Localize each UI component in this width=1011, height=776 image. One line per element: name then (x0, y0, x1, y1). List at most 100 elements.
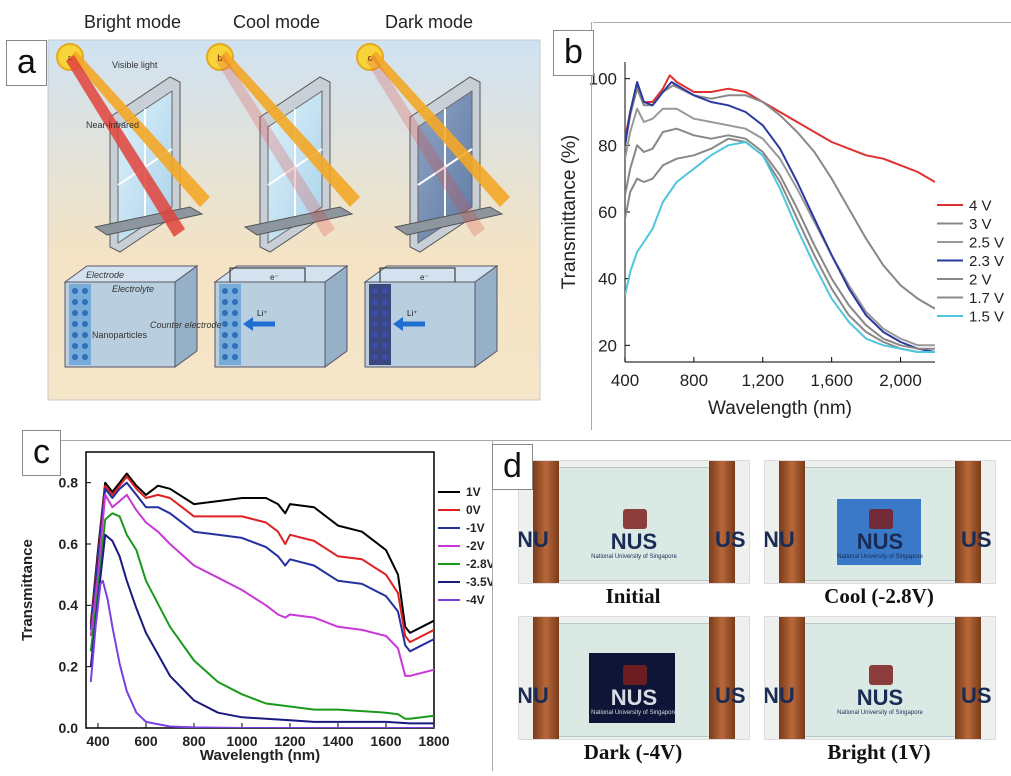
x-tick-label: 1800 (418, 733, 449, 749)
electron-label: e⁻ (420, 273, 429, 282)
legend-label: -1V (466, 521, 485, 535)
logo-subtitle: National University of Singapore (837, 710, 923, 716)
copper-tape-right (955, 617, 981, 739)
ion-label: Li⁺ (407, 309, 417, 318)
legend-label: -3.5V (466, 575, 492, 589)
nanoparticle-dot (222, 310, 228, 316)
callout-near-infrared: Near-infrared (86, 120, 139, 130)
logo-text-right: US (715, 527, 746, 552)
photo-caption: Initial (605, 584, 661, 608)
electrochromic-film (589, 653, 675, 723)
near-infrared-beam (366, 55, 485, 237)
legend-label: 1.5 V (969, 308, 1004, 325)
y-tick-label: 0.4 (59, 597, 79, 613)
nanoparticle-dot (382, 332, 388, 338)
legend-label: -2.8V (466, 557, 492, 571)
series-line-2.5V (625, 107, 935, 347)
mode-title-dark: Dark mode (385, 12, 474, 32)
series-line--1V (89, 481, 434, 653)
x-axis-label: Wavelength (nm) (708, 398, 852, 419)
nanoparticle-dot (72, 310, 78, 316)
mode-title-cool: Cool mode (233, 12, 321, 32)
university-crest (869, 665, 893, 685)
y-tick-label: 80 (598, 136, 617, 155)
y-tick-label: 100 (589, 70, 617, 89)
university-crest (869, 509, 893, 529)
nanoparticle-dot (382, 343, 388, 349)
callout-counter-electrode: Counter electrode (150, 320, 222, 330)
nanoparticle-dot (232, 354, 238, 360)
nanoparticle-dot (82, 288, 88, 294)
x-tick-label: 400 (611, 371, 639, 390)
logo-text-right: US (961, 527, 992, 552)
legend-label: 2.3 V (969, 253, 1004, 270)
y-axis-label: Transmittance (%) (559, 135, 580, 290)
copper-tape-right (709, 617, 735, 739)
logo-text-left: NU (518, 527, 549, 552)
logo-text: NUS (610, 529, 658, 554)
series-line--3.5V (89, 533, 434, 725)
logo-subtitle: National University of Singapore (591, 710, 677, 716)
cube-top (63, 265, 199, 283)
smart-window-schematic: abe⁻Li⁺ce⁻Li⁺Visible lightNear-infraredE… (47, 39, 541, 401)
nanoparticle-dot (232, 321, 238, 327)
nanoparticle-dot (72, 343, 78, 349)
panel-d: NUS National University of Singapore NU … (492, 440, 1011, 771)
mode-title-bright: Bright mode (84, 12, 182, 32)
legend-label: 1.7 V (969, 290, 1004, 307)
university-crest (623, 509, 647, 529)
nanoparticle-dot (232, 288, 238, 294)
cube-side (174, 265, 198, 368)
y-tick-label: 0.6 (59, 536, 79, 552)
nanoparticle-dot (222, 332, 228, 338)
copper-tape-left (779, 617, 805, 739)
nanoparticle-dot (372, 310, 378, 316)
nanoparticle-dot (232, 310, 238, 316)
copper-tape-left (533, 461, 559, 583)
nanoparticle-dot (72, 332, 78, 338)
logo-text-left: NU (764, 527, 795, 552)
y-tick-label: 40 (598, 270, 617, 289)
nanoparticle-dot (382, 310, 388, 316)
nanoparticle-dot (222, 321, 228, 327)
nanoparticle-dot (382, 354, 388, 360)
ion-arrowhead (243, 317, 253, 331)
series-line-2V (625, 127, 935, 350)
logo-text-right: US (715, 683, 746, 708)
nanoparticle-dot (372, 321, 378, 327)
nanoparticle-dot (372, 354, 378, 360)
x-tick-label: 1600 (370, 733, 401, 749)
series-line-0V (89, 475, 434, 644)
series-line-2.3V (625, 81, 935, 353)
y-tick-label: 20 (598, 336, 617, 355)
nanoparticle-dot (82, 310, 88, 316)
x-tick-label: 1,600 (810, 371, 853, 390)
legend-label: -2V (466, 539, 485, 553)
nanoparticle-dot (382, 321, 388, 327)
y-tick-label: 60 (598, 203, 617, 222)
electron-label: e⁻ (270, 273, 279, 282)
nanoparticle-dot (82, 332, 88, 338)
nanoparticle-dot (222, 343, 228, 349)
nanoparticle-dot (232, 332, 238, 338)
chart-b: 400 800 1,200 1,600 2,000 20 40 60 80 100 Waveleng… (559, 62, 1004, 419)
legend-label: 3 V (969, 216, 992, 233)
cube-side (474, 265, 498, 368)
near-infrared-beam (216, 55, 335, 237)
legend-label: -4V (466, 593, 485, 607)
series-line--4V (89, 579, 434, 728)
panel-c: 400 600 800 1000 1200 1400 1600 1800 0.0 0.2 0.4 0.… (0, 430, 495, 771)
panel-label-d: d (492, 444, 533, 490)
panel-b: 400 800 1,200 1,600 2,000 20 40 60 80 100 Waveleng… (545, 0, 1011, 430)
nanoparticle-dot (222, 354, 228, 360)
circuit-wire (229, 267, 306, 282)
device-photo: NUS National University of Singapore NU … (764, 460, 996, 584)
nanoparticle-dot (372, 332, 378, 338)
legend-label: 2 V (969, 271, 992, 288)
y-tick-label: 0.2 (59, 659, 79, 675)
ion-arrowhead (393, 317, 403, 331)
nanoparticle-dot (82, 299, 88, 305)
nanoparticle-dot (372, 343, 378, 349)
series-line-4V (625, 74, 935, 183)
legend-label: 0V (466, 503, 481, 517)
